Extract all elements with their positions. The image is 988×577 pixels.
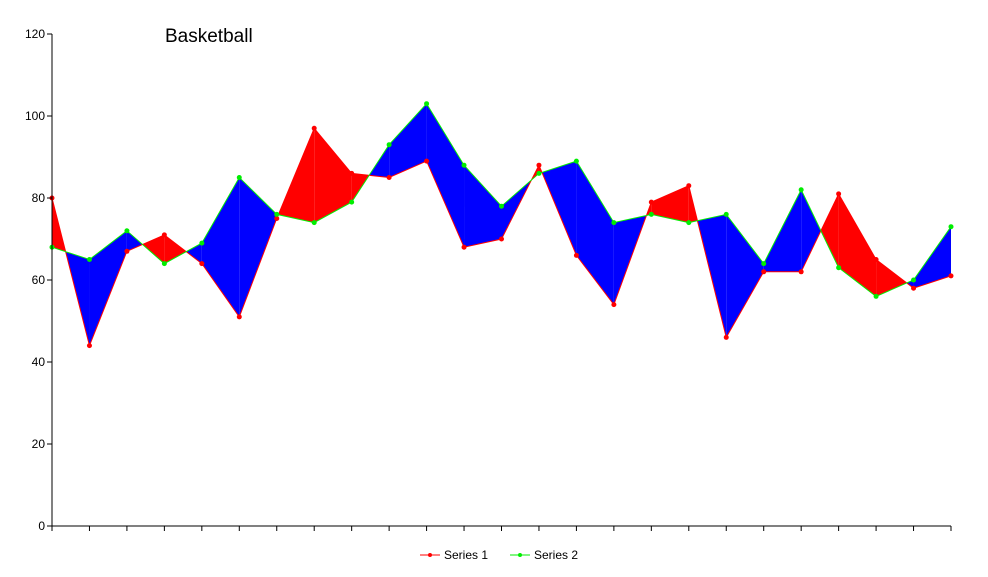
series-1-point (311, 125, 317, 131)
y-tick-label: 60 (32, 273, 46, 287)
difference-fill (576, 161, 614, 305)
y-tick-label: 80 (32, 191, 46, 205)
difference-fill (913, 226, 951, 289)
series-2-point (536, 170, 542, 176)
series-1-point (873, 257, 879, 262)
difference-fill (278, 128, 315, 223)
difference-fill (651, 185, 689, 223)
difference-fill (426, 103, 465, 248)
series-2-point (161, 261, 167, 267)
series-2-point (349, 199, 355, 205)
series-1-point (798, 269, 804, 275)
difference-fill (314, 128, 352, 223)
series-2-point (723, 211, 729, 217)
legend: Series 1 Series 2 (420, 548, 578, 562)
difference-fill (186, 243, 202, 264)
series-1-point (386, 175, 392, 180)
series-2-point (274, 211, 280, 217)
series-2-point (573, 158, 579, 164)
difference-fill (541, 161, 577, 256)
series-2-point (124, 228, 130, 234)
y-ticks: 0 20 40 60 80 100 120 (25, 27, 52, 533)
series-2-point (461, 162, 467, 168)
series-1-point (274, 216, 280, 221)
series-2-point (686, 220, 692, 226)
series-2-point (761, 261, 767, 267)
series-2-line (51, 102, 952, 297)
series-2-point (611, 220, 617, 226)
y-tick-label: 100 (25, 109, 45, 123)
series-2-point (911, 277, 917, 283)
legend-dot-series-1 (428, 553, 432, 557)
series-1-point (948, 273, 954, 279)
y-tick-label: 20 (32, 437, 46, 451)
series-2-point (836, 265, 842, 271)
difference-fill (876, 259, 907, 297)
series-2-point (499, 203, 504, 209)
series-1-point (836, 191, 842, 197)
difference-fill (164, 234, 187, 264)
series-1-point (648, 199, 654, 205)
series-2-point (236, 175, 242, 180)
chart-title: Basketball (165, 26, 253, 47)
series-1-point (573, 252, 579, 258)
difference-fill (389, 103, 427, 178)
legend-label-series-1: Series 1 (444, 548, 488, 562)
difference-fill (801, 189, 821, 272)
difference-fill (906, 280, 914, 289)
legend-item-series-1: Series 1 (420, 548, 488, 562)
series-1-point (461, 244, 467, 250)
series-1-point (761, 269, 767, 275)
series-1-point (124, 248, 130, 254)
series-2-point (311, 220, 317, 226)
series-1-point (686, 183, 692, 189)
series-1-point (424, 158, 430, 164)
series-2-point (648, 211, 654, 217)
series-1-point (911, 285, 917, 291)
series-1-point (499, 236, 504, 242)
series-2-point (199, 240, 205, 246)
difference-fill (464, 165, 502, 248)
legend-dot-series-2 (518, 553, 522, 557)
difference-fill (726, 214, 764, 338)
series-2-point (873, 293, 879, 299)
legend-item-series-2: Series 2 (510, 548, 578, 562)
difference-fill (126, 230, 143, 252)
difference-fills (52, 103, 951, 346)
series-1-point (199, 261, 205, 267)
difference-fill (838, 193, 877, 297)
series-points (49, 101, 954, 349)
series-1-point (723, 334, 729, 340)
y-tick-label: 120 (25, 27, 45, 41)
series-1-point (86, 343, 92, 349)
legend-label-series-2: Series 2 (534, 548, 578, 562)
difference-fill (820, 193, 839, 268)
y-tick-label: 0 (38, 519, 45, 533)
series-1-point (611, 302, 617, 308)
series-2-point (86, 257, 92, 262)
difference-fill (201, 177, 240, 317)
series-2-point (386, 142, 392, 148)
series-1-point (161, 232, 167, 238)
axes (51, 34, 951, 527)
series-2-point (424, 101, 430, 107)
y-tick-label: 40 (32, 355, 46, 369)
difference-fill (763, 189, 802, 272)
series-1-point (536, 162, 542, 168)
difference-fill (239, 177, 277, 317)
difference-fill (89, 230, 127, 346)
series-2-point (798, 187, 804, 193)
series-1-point (349, 170, 355, 176)
series-2-point (948, 224, 954, 230)
series-1-point (236, 314, 242, 320)
x-ticks (51, 526, 952, 531)
